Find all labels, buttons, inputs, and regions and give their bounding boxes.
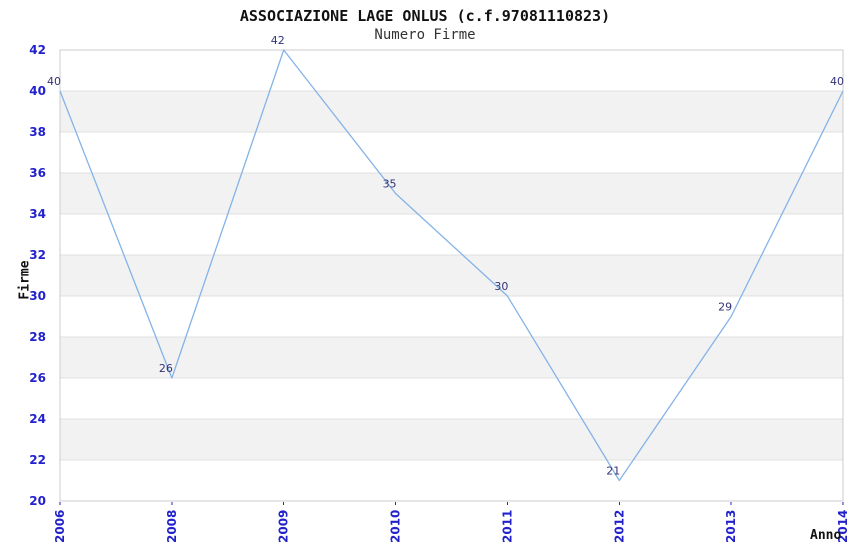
plot-band	[60, 419, 843, 460]
y-tick-label: 42	[29, 43, 46, 57]
y-tick-label: 32	[29, 248, 46, 262]
chart-subtitle: Numero Firme	[374, 27, 476, 43]
y-tick-label: 36	[29, 166, 46, 180]
y-tick-label: 34	[29, 207, 46, 221]
chart-title: ASSOCIAZIONE LAGE ONLUS (c.f.97081110823…	[239, 7, 611, 25]
plot-band	[60, 378, 843, 419]
x-tick-label: 2006	[53, 510, 67, 543]
point-label: 40	[47, 75, 61, 88]
x-tick-label: 2011	[500, 510, 514, 543]
plot-band	[60, 255, 843, 296]
y-tick-label: 28	[29, 330, 46, 344]
y-tick-label: 38	[29, 125, 46, 139]
plot-band	[60, 337, 843, 378]
plot-band	[60, 91, 843, 132]
y-tick-label: 40	[29, 84, 46, 98]
y-tick-label: 24	[29, 412, 46, 426]
y-axis-title: Firme	[17, 260, 33, 300]
y-tick-label: 22	[29, 453, 46, 467]
y-tick-label: 20	[29, 494, 46, 508]
x-tick-label: 2014	[836, 510, 850, 543]
point-label: 35	[383, 178, 397, 191]
x-tick-label: 2012	[612, 510, 626, 543]
x-axis-title: Anno	[810, 528, 842, 543]
x-tick-label: 2010	[389, 510, 403, 543]
x-tick-label: 2008	[165, 510, 179, 543]
plot-band	[60, 50, 843, 91]
x-tick-label: 2009	[277, 510, 291, 543]
plot-band	[60, 296, 843, 337]
point-label: 29	[718, 301, 732, 314]
plot-band	[60, 132, 843, 173]
y-tick-label: 30	[29, 289, 46, 303]
point-label: 40	[830, 75, 844, 88]
plot-border	[59, 49, 844, 502]
point-label: 26	[159, 362, 173, 375]
point-label: 21	[606, 465, 620, 478]
plot-band	[60, 173, 843, 214]
x-tick-label: 2013	[724, 510, 738, 543]
plot-band	[60, 460, 843, 501]
plot-band	[60, 214, 843, 255]
point-label: 42	[271, 34, 285, 47]
y-tick-label: 26	[29, 371, 46, 385]
point-label: 30	[494, 280, 508, 293]
series-line	[59, 49, 844, 482]
